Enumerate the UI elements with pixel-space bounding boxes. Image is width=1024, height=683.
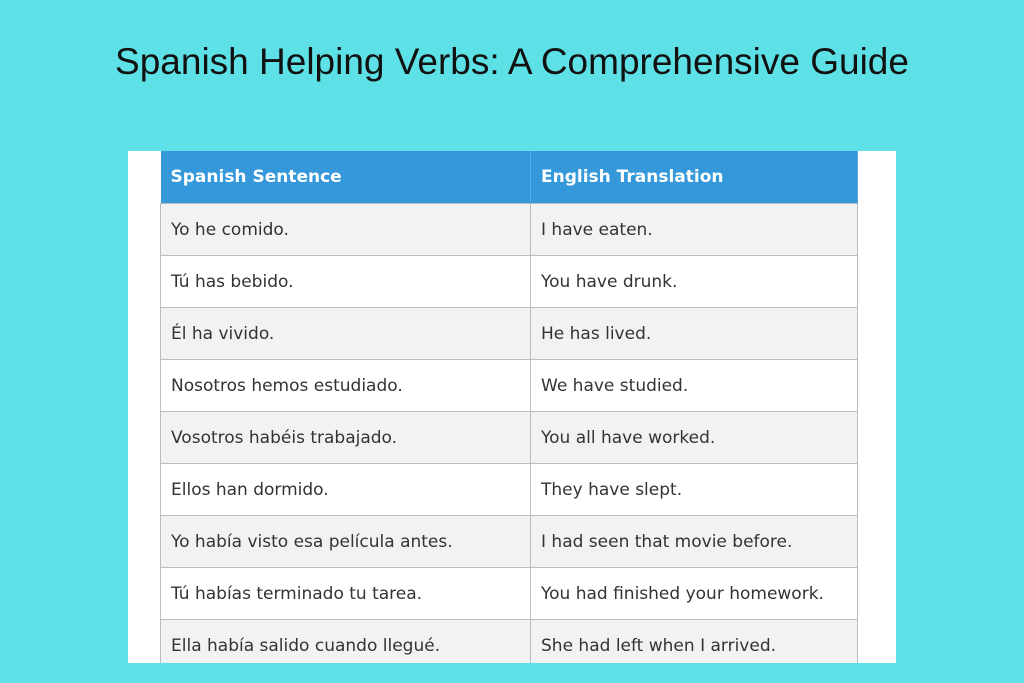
- verbs-table: Spanish Sentence English Translation Yo …: [160, 151, 858, 663]
- table-row: Ella había salido cuando llegué. She had …: [160, 619, 858, 663]
- english-cell: I had seen that movie before.: [530, 515, 858, 568]
- english-cell: They have slept.: [530, 463, 858, 516]
- table-row: Yo he comido. I have eaten.: [160, 203, 858, 256]
- table-row: Ellos han dormido. They have slept.: [160, 463, 858, 516]
- table-row: Vosotros habéis trabajado. You all have w…: [160, 411, 858, 464]
- page-title: Spanish Helping Verbs: A Comprehensive G…: [115, 41, 909, 82]
- spanish-cell: Yo había visto esa película antes.: [160, 515, 531, 568]
- table-row: Él ha vivido. He has lived.: [160, 307, 858, 360]
- spanish-cell: Él ha vivido.: [160, 307, 531, 360]
- spanish-cell: Tú habías terminado tu tarea.: [160, 567, 531, 620]
- header-spanish: Spanish Sentence: [160, 151, 531, 204]
- table-row: Tú has bebido. You have drunk.: [160, 255, 858, 308]
- english-cell: You have drunk.: [530, 255, 858, 308]
- spanish-cell: Ellos han dormido.: [160, 463, 531, 516]
- table-panel: Spanish Sentence English Translation Yo …: [128, 151, 896, 663]
- table-row: Yo había visto esa película antes. I had …: [160, 515, 858, 568]
- english-cell: He has lived.: [530, 307, 858, 360]
- header-english: English Translation: [530, 151, 858, 204]
- english-cell: She had left when I arrived.: [530, 619, 858, 663]
- table-header-row: Spanish Sentence English Translation: [160, 151, 858, 204]
- spanish-cell: Ella había salido cuando llegué.: [160, 619, 531, 663]
- spanish-cell: Tú has bebido.: [160, 255, 531, 308]
- english-cell: I have eaten.: [530, 203, 858, 256]
- spanish-cell: Yo he comido.: [160, 203, 531, 256]
- table-row: Tú habías terminado tu tarea. You had fin…: [160, 567, 858, 620]
- table-row: Nosotros hemos estudiado. We have studied…: [160, 359, 858, 412]
- spanish-cell: Nosotros hemos estudiado.: [160, 359, 531, 412]
- english-cell: You all have worked.: [530, 411, 858, 464]
- english-cell: We have studied.: [530, 359, 858, 412]
- english-cell: You had finished your homework.: [530, 567, 858, 620]
- spanish-cell: Vosotros habéis trabajado.: [160, 411, 531, 464]
